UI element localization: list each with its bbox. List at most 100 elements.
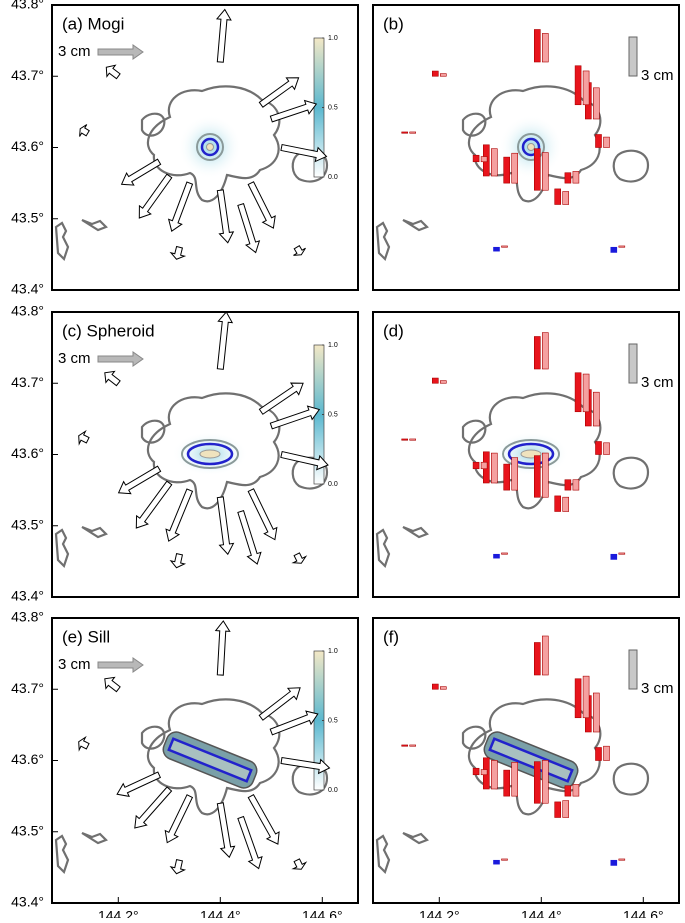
- uplift-bar: [501, 245, 508, 248]
- panel: (f) 144.2° 144.4° 144.6° 3 cm: [372, 617, 680, 923]
- displacement-arrow: [269, 710, 319, 736]
- panel-label: (f): [383, 627, 399, 646]
- uplift-bar: [564, 479, 572, 491]
- scale-label: 3 cm: [641, 67, 674, 84]
- colorbar-label: 1.0: [328, 342, 338, 349]
- uplift-bar: [610, 246, 618, 253]
- y-tick-label: 43.7°: [11, 374, 44, 390]
- displacement-arrow: [237, 202, 261, 254]
- colorbar-label: 1.0: [328, 648, 338, 655]
- displacement-arrow: [79, 124, 90, 137]
- panel-frame: [51, 311, 359, 598]
- displacement-arrow: [117, 465, 162, 495]
- panel-frame: [51, 617, 359, 904]
- uplift-bar: [534, 455, 541, 498]
- uplift-bar: [554, 801, 561, 818]
- displacement-arrow: [291, 858, 308, 870]
- uplift-bar: [564, 172, 572, 184]
- uplift-bar: [562, 191, 569, 205]
- colorbar-label: 1.0: [328, 35, 338, 42]
- displacement-arrow: [216, 311, 234, 370]
- displacement-arrow: [280, 450, 329, 471]
- y-tick-label: 43.4°: [11, 281, 44, 297]
- uplift-bar: [542, 332, 549, 370]
- x-tick-label: 144.4°: [200, 908, 241, 918]
- uplift-bar: [542, 33, 549, 63]
- y-tick-label: 43.7°: [11, 67, 44, 83]
- scale-arrow: [97, 44, 144, 60]
- uplift-bar: [542, 760, 549, 804]
- uplift-bar: [618, 858, 626, 861]
- displacement-arrow: [258, 687, 301, 721]
- displacement-arrow: [237, 509, 262, 565]
- uplift-bar: [409, 438, 417, 441]
- y-tick-label: 43.4°: [11, 588, 44, 604]
- displacement-arrow: [280, 143, 328, 163]
- displacement-arrow: [237, 815, 263, 870]
- uplift-bar: [511, 762, 518, 797]
- uplift-bar: [610, 553, 618, 560]
- uplift-bar: [440, 686, 447, 690]
- displacement-arrow: [216, 189, 235, 244]
- displacement-arrow: [280, 756, 331, 775]
- panel-frame: [372, 617, 680, 904]
- scale-arrow: [97, 657, 144, 673]
- uplift-bar: [595, 134, 602, 148]
- uplift-bar: [493, 553, 500, 559]
- displacement-arrow: [247, 181, 276, 229]
- panel-label: (b): [383, 14, 404, 33]
- uplift-bar: [572, 479, 580, 491]
- displacement-arrow: [258, 382, 304, 415]
- uplift-bar: [595, 747, 602, 761]
- scale-bar: [628, 36, 638, 77]
- uplift-bar: [610, 859, 618, 866]
- uplift-bar: [593, 692, 600, 733]
- displacement-arrow: [78, 429, 90, 446]
- displacement-arrow: [215, 8, 232, 63]
- uplift-bar: [582, 373, 590, 413]
- uplift-bar: [534, 29, 541, 63]
- uplift-bar: [574, 678, 582, 719]
- scale-label: 3 cm: [641, 680, 674, 697]
- displacement-arrow: [167, 181, 194, 232]
- uplift-bar: [534, 336, 541, 370]
- displacement-arrow: [169, 553, 187, 569]
- y-tick-label: 43.4°: [11, 894, 44, 910]
- displacement-arrow: [269, 99, 318, 123]
- displacement-arrow: [169, 245, 187, 260]
- x-tick-label: 144.2°: [419, 908, 460, 918]
- panel-frame: [51, 4, 359, 291]
- displacement-arrow: [269, 405, 321, 430]
- uplift-bar: [618, 552, 626, 555]
- uplift-bar: [472, 767, 480, 776]
- uplift-bar: [554, 188, 561, 205]
- displacement-arrow: [247, 793, 280, 845]
- uplift-bar: [562, 800, 569, 818]
- panel-frame: [372, 4, 680, 291]
- panel: (d) 3 cm: [372, 311, 680, 598]
- y-tick-label: 43.5°: [11, 516, 44, 532]
- uplift-bar: [582, 70, 590, 106]
- uplift-bar: [574, 65, 582, 106]
- panel-label: (a) Mogi: [62, 14, 124, 33]
- uplift-bar: [401, 131, 409, 134]
- uplift-bar: [542, 452, 549, 498]
- x-tick-label: 144.4°: [521, 908, 562, 918]
- x-tick-label: 144.2°: [98, 908, 139, 918]
- uplift-bar: [431, 70, 439, 77]
- uplift-bar: [493, 246, 500, 252]
- uplift-bar: [511, 457, 518, 491]
- y-tick-label: 43.8°: [11, 303, 44, 319]
- uplift-bar: [572, 171, 580, 184]
- uplift-bar: [554, 495, 561, 512]
- uplift-bar: [431, 683, 439, 690]
- displacement-arrow: [120, 158, 162, 186]
- uplift-bar: [511, 152, 518, 184]
- colorbar-label: 0.5: [328, 104, 338, 111]
- displacement-arrow: [247, 488, 278, 541]
- y-tick-label: 43.8°: [11, 0, 44, 12]
- uplift-bar: [501, 552, 508, 555]
- scale-label: 3 cm: [641, 374, 674, 391]
- uplift-bar: [564, 785, 572, 797]
